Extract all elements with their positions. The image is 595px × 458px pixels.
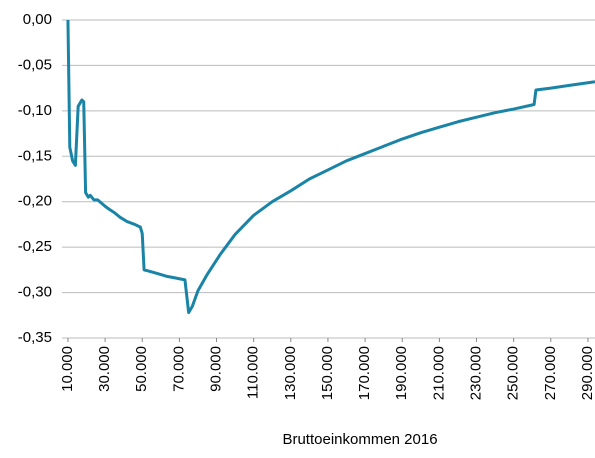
- y-tick-label: -0,10: [18, 102, 52, 119]
- x-tick-label: 130.000: [282, 346, 299, 400]
- x-tick-label: 150.000: [319, 346, 336, 400]
- x-tick-label: 210.000: [430, 346, 447, 400]
- y-tick-label: -0,30: [18, 284, 52, 301]
- x-tick-label: 30.000: [96, 346, 113, 392]
- x-tick-label: 290.000: [579, 346, 595, 400]
- y-tick-label: 0,00: [23, 11, 52, 28]
- x-tick-label: 270.000: [542, 346, 559, 400]
- y-tick-label: -0,20: [18, 193, 52, 210]
- x-tick-label: 230.000: [467, 346, 484, 400]
- x-tick-label: 250.000: [505, 346, 522, 400]
- x-tick-label: 110.000: [245, 346, 262, 399]
- y-tick-label: -0,15: [18, 147, 52, 164]
- x-tick-label: 10.000: [59, 346, 76, 392]
- line-series: [66, 19, 595, 315]
- x-tick-label: 170.000: [356, 346, 373, 400]
- x-tick-label: 70.000: [170, 346, 187, 392]
- x-tick-label: 90.000: [207, 346, 224, 392]
- x-axis-label: Bruttoeinkommen 2016: [282, 431, 437, 448]
- x-tick-label: 50.000: [133, 346, 150, 392]
- y-tick-label: -0,05: [18, 56, 52, 73]
- x-tick-label: 190.000: [393, 346, 410, 400]
- y-tick-label: -0,25: [18, 238, 52, 255]
- y-tick-label: -0,35: [18, 329, 52, 346]
